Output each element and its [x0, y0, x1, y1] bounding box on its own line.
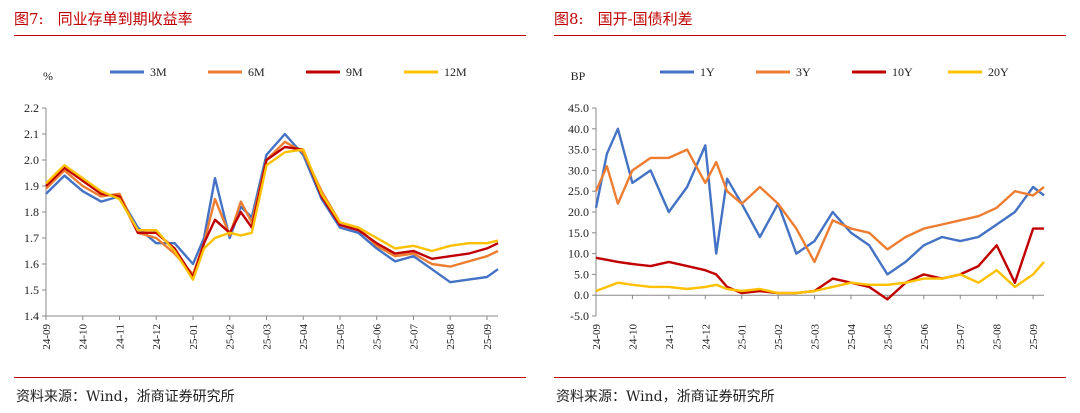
y-tick-label: -5.0: [570, 309, 589, 323]
y-tick-label: 15.0: [568, 226, 589, 240]
y-tick-label: 2.2: [24, 101, 39, 115]
chart-panel-ncd-yield: 图7: 同业存单到期收益率 1.4 1.5 1.6 1.7 1.8 1.9 2.0 2.1 2.2…: [14, 8, 526, 405]
series-line-12m: [45, 148, 499, 281]
figure-number: 图7:: [14, 10, 44, 28]
series-line-20y: [595, 261, 1045, 295]
x-tick-label: 25-06: [372, 324, 384, 350]
legend-label: 6M: [248, 65, 265, 79]
y-tick-label: 0.0: [574, 288, 589, 302]
x-tick-label: 25-01: [188, 324, 200, 350]
x-tick-label: 25-08: [992, 324, 1004, 350]
y-axis-label: BP: [571, 69, 586, 83]
x-tick-label: 25-07: [408, 324, 420, 350]
title-rule: [14, 35, 526, 36]
x-tick-label: 24-12: [700, 324, 712, 350]
chart-panel-cdb-spread: 图8: 国开-国债利差 -5.0 0.0 5.0 10.0 15.0 20.0 25.0 30.…: [540, 0, 1080, 413]
legend-label: 1Y: [700, 65, 715, 79]
source-rule: [14, 377, 526, 378]
y-tick-label: 40.0: [568, 122, 589, 136]
x-tick-label: 25-02: [773, 324, 785, 350]
x-tick-label: 25-05: [882, 324, 894, 350]
source-rule: [554, 377, 1066, 378]
y-tick-label: 1.9: [24, 179, 39, 193]
series-line-1y: [594, 127, 1045, 276]
figure-title-text: 同业存单到期收益率: [57, 10, 193, 28]
figure-number: 图8:: [554, 10, 584, 28]
x-tick-label: 25-01: [737, 324, 749, 350]
y-tick-label: 25.0: [568, 184, 589, 198]
legend-label: 3M: [150, 65, 167, 79]
legend-label: 3Y: [796, 65, 811, 79]
x-tick-label: 24-10: [78, 324, 90, 350]
x-tick-label: 25-06: [919, 324, 931, 350]
figure-title: 图7: 同业存单到期收益率: [14, 8, 193, 29]
figure-title: 图8: 国开-国债利差: [554, 8, 693, 29]
x-tick-label: 25-08: [445, 324, 457, 350]
y-tick-label: 1.7: [24, 231, 39, 245]
x-tick-label: 25-03: [810, 324, 822, 350]
source-note: 资料来源：Wind，浙商证券研究所: [556, 389, 775, 405]
y-tick-label: 2.1: [24, 127, 39, 141]
title-rule: [554, 35, 1066, 36]
legend-label: 9M: [346, 65, 363, 79]
legend-label: 12M: [444, 65, 467, 79]
y-tick-label: 30.0: [568, 163, 589, 177]
y-tick-label: 2.0: [24, 153, 39, 167]
x-tick-label: 24-09: [591, 324, 603, 350]
source-note: 资料来源：Wind，浙商证券研究所: [16, 389, 235, 405]
x-tick-label: 24-11: [664, 324, 676, 349]
x-tick-label: 24-12: [151, 324, 163, 350]
x-tick-label: 25-09: [1028, 324, 1040, 350]
legend-label: 20Y: [988, 65, 1009, 79]
y-tick-label: 1.5: [24, 283, 39, 297]
x-tick-label: 24-10: [627, 324, 639, 350]
cdb-spread-chart: -5.0 0.0 5.0 10.0 15.0 20.0 25.0 30.0 35.0 40.0 45…: [568, 65, 1045, 350]
y-tick-label: 20.0: [568, 205, 589, 219]
x-tick-label: 25-04: [846, 324, 858, 350]
y-axis-label: %: [43, 69, 53, 83]
y-tick-label: 1.4: [24, 309, 39, 323]
x-tick-label: 25-03: [261, 324, 273, 350]
x-tick-label: 24-11: [114, 324, 126, 349]
y-tick-label: 45.0: [568, 101, 589, 115]
figure-title-text: 国开-国债利差: [597, 10, 693, 28]
x-tick-label: 25-02: [225, 324, 237, 350]
x-tick-label: 25-09: [482, 324, 494, 350]
legend-label: 10Y: [892, 65, 913, 79]
series-line-9m: [45, 145, 499, 279]
y-tick-label: 1.6: [24, 257, 39, 271]
ncd-yield-chart: 1.4 1.5 1.6 1.7 1.8 1.9 2.0 2.1 2.2% 24-09 24-10 24…: [24, 65, 499, 350]
x-tick-label: 25-07: [955, 324, 967, 350]
y-tick-label: 1.8: [24, 205, 39, 219]
series-line-3y: [594, 148, 1045, 264]
x-tick-label: 24-09: [41, 324, 53, 350]
x-tick-label: 25-04: [298, 324, 310, 350]
y-tick-label: 10.0: [568, 247, 589, 261]
y-tick-label: 35.0: [568, 143, 589, 157]
y-tick-label: 5.0: [574, 267, 589, 281]
x-tick-label: 25-05: [335, 324, 347, 350]
